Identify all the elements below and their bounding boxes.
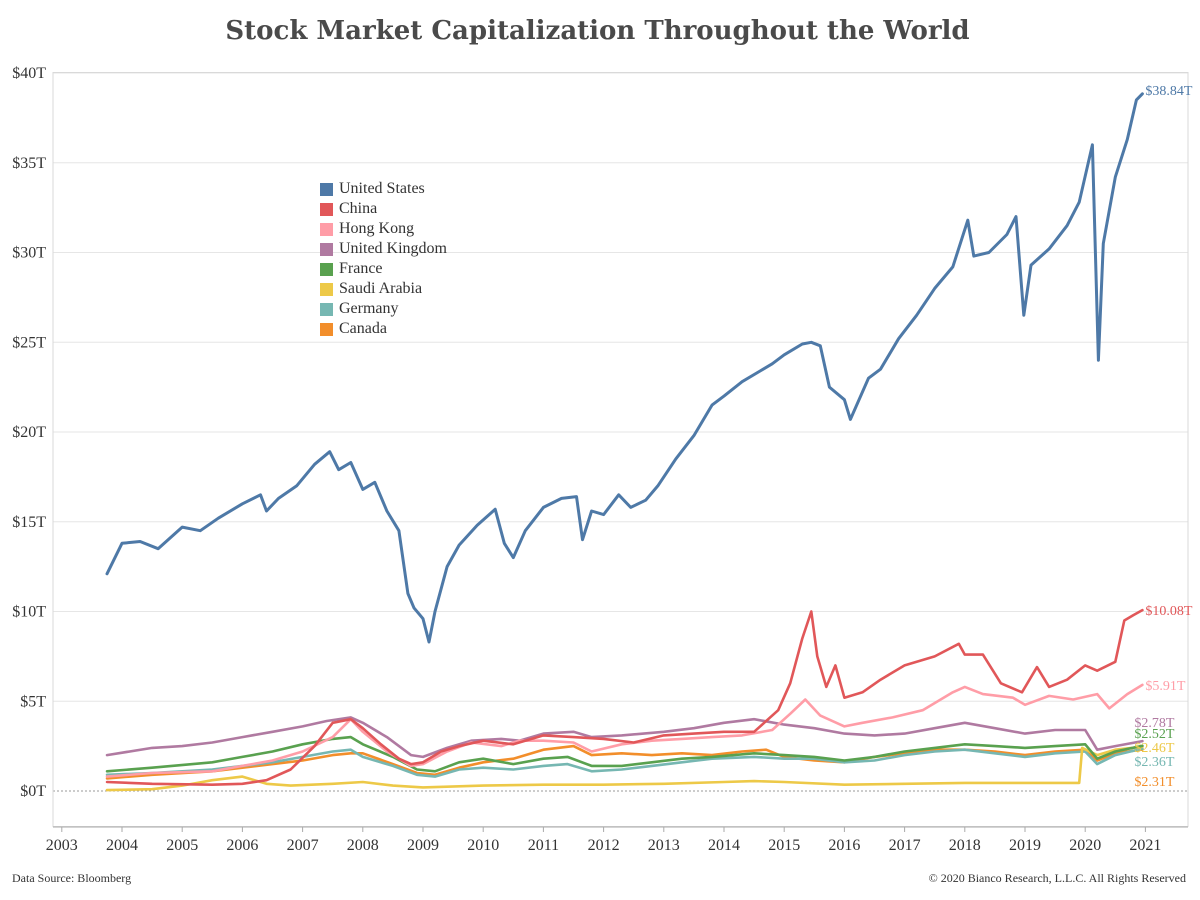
x-tick-label: 2012: [588, 837, 620, 854]
legend-label: Saudi Arabia: [339, 280, 423, 297]
y-tick-label: $15T: [12, 514, 46, 531]
legend-swatch: [320, 202, 333, 216]
legend-item-china: China: [320, 199, 447, 219]
series-line-united-states: [105, 92, 1144, 644]
series-line-germany: [105, 747, 1144, 778]
y-axis-ticks: $0T $5T $10T $15T $20T $25T $30T $35T $40T: [12, 65, 46, 800]
legend-label: Germany: [339, 300, 399, 317]
end-label-saudi-arabia: $2.46T: [1134, 741, 1175, 756]
end-label-united-states: $38.84T: [1145, 84, 1193, 99]
x-tick-label: 2014: [708, 837, 740, 854]
end-label-hong-kong: $5.91T: [1145, 679, 1186, 694]
y-tick-label: $20T: [12, 424, 46, 441]
y-tick-label: $5T: [20, 693, 46, 710]
x-tick-label: 2003: [46, 837, 78, 854]
legend-item-hong-kong: Hong Kong: [320, 219, 447, 239]
x-tick-label: 2020: [1069, 837, 1101, 854]
legend-item-germany: Germany: [320, 299, 447, 319]
y-tick-label: $30T: [12, 245, 46, 262]
x-tick-label: 2015: [768, 837, 800, 854]
x-tick-label: 2004: [106, 837, 138, 854]
legend-item-france: France: [320, 259, 447, 279]
x-tick-label: 2016: [828, 837, 860, 854]
x-tick-label: 2010: [467, 837, 499, 854]
series-line-china: [105, 608, 1144, 787]
end-labels: $38.84T$10.08T$5.91T$2.78T$2.52T$2.46T$2…: [1134, 84, 1193, 790]
x-tick-label: 2008: [347, 837, 379, 854]
legend-swatch: [320, 222, 333, 236]
legend-label: France: [339, 260, 383, 277]
y-tick-label: $0T: [20, 783, 46, 800]
legend-swatch: [320, 182, 333, 196]
x-tick-label: 2006: [226, 837, 258, 854]
legend-label: United Kingdom: [339, 240, 447, 257]
grid-lines: [52, 72, 1189, 828]
y-tick-label: $10T: [12, 604, 46, 621]
legend-item-united-states: United States: [320, 179, 447, 199]
legend-swatch: [320, 322, 333, 336]
x-tick-label: 2009: [407, 837, 439, 854]
x-tick-label: 2005: [166, 837, 198, 854]
legend: United States China Hong Kong United Kingdo…: [320, 179, 447, 339]
x-axis-ticks: 2003 2004 2005 2006 2007 2008 2009 2010 2011 2012…: [46, 827, 1161, 854]
end-label-germany: $2.36T: [1134, 755, 1175, 770]
end-label-france: $2.52T: [1134, 727, 1175, 742]
x-tick-label: 2021: [1129, 837, 1161, 854]
copyright: © 2020 Bianco Research, L.L.C. All Right…: [928, 871, 1186, 885]
chart-title: Stock Market Capitalization Throughout t…: [225, 16, 970, 46]
legend-swatch: [320, 282, 333, 296]
x-tick-label: 2018: [949, 837, 981, 854]
y-tick-label: $40T: [12, 65, 46, 82]
x-tick-label: 2019: [1009, 837, 1041, 854]
series-lines: [105, 92, 1144, 792]
legend-swatch: [320, 262, 333, 276]
legend-swatch: [320, 242, 333, 256]
series-line-canada: [105, 744, 1144, 780]
legend-item-saudi-arabia: Saudi Arabia: [320, 279, 447, 299]
plot-frame: [52, 72, 1189, 827]
y-tick-label: $25T: [12, 334, 46, 351]
legend-label: China: [339, 200, 378, 217]
x-tick-label: 2013: [648, 837, 680, 854]
legend-label: United States: [339, 180, 425, 197]
series-line-saudi-arabia: [105, 745, 1144, 792]
x-tick-label: 2007: [287, 837, 319, 854]
legend-item-canada: Canada: [320, 319, 447, 339]
y-tick-label: $35T: [12, 155, 46, 172]
end-label-china: $10.08T: [1145, 604, 1193, 619]
legend-swatch: [320, 302, 333, 316]
x-tick-label: 2017: [889, 837, 921, 854]
legend-item-united-kingdom: United Kingdom: [320, 239, 447, 259]
legend-label: Hong Kong: [339, 220, 415, 237]
end-label-united-kingdom: $2.78T: [1134, 716, 1175, 731]
series-line-france: [105, 735, 1144, 773]
data-source: Data Source: Bloomberg: [12, 871, 132, 885]
x-tick-label: 2011: [528, 837, 559, 854]
legend-label: Canada: [339, 320, 387, 337]
end-label-canada: $2.31T: [1134, 775, 1175, 790]
series-line-hong-kong: [105, 683, 1144, 778]
